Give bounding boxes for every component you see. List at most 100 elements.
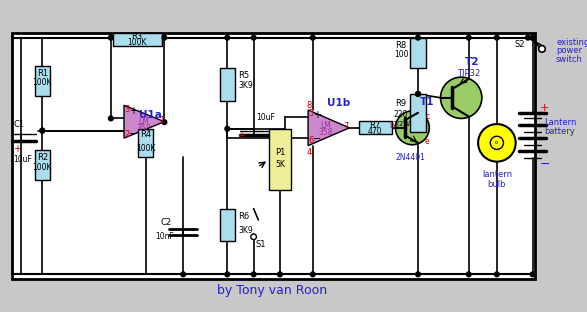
Text: T1: T1 (420, 96, 434, 106)
Polygon shape (308, 110, 349, 146)
Bar (220, 209, 235, 241)
Text: 5: 5 (308, 109, 313, 118)
Text: 8: 8 (306, 101, 312, 110)
Circle shape (251, 272, 256, 277)
Circle shape (40, 128, 45, 133)
Text: battery: battery (544, 127, 575, 136)
Text: R5: R5 (238, 71, 249, 80)
Circle shape (530, 272, 535, 277)
Circle shape (311, 272, 315, 277)
Text: P1: P1 (275, 148, 285, 157)
Text: 100K: 100K (32, 163, 52, 172)
Text: 1: 1 (159, 116, 164, 125)
Text: bulb: bulb (488, 180, 506, 189)
Text: existing: existing (556, 38, 587, 47)
Bar (269, 129, 291, 190)
Circle shape (162, 35, 167, 40)
Circle shape (416, 272, 420, 277)
Circle shape (162, 120, 167, 124)
Circle shape (466, 272, 471, 277)
Circle shape (478, 124, 515, 162)
Circle shape (278, 272, 282, 277)
Text: Lantern: Lantern (544, 118, 576, 127)
Text: 10uF: 10uF (257, 113, 275, 122)
Text: TIP32: TIP32 (457, 69, 480, 78)
Text: 2N4401: 2N4401 (396, 154, 426, 162)
Text: 2: 2 (124, 130, 129, 139)
Circle shape (396, 111, 429, 145)
Text: U1a: U1a (139, 110, 162, 120)
Text: 220: 220 (394, 110, 409, 119)
Polygon shape (124, 105, 164, 138)
Bar (12, 33, 535, 279)
Circle shape (525, 35, 530, 40)
Bar (410, 38, 426, 68)
Circle shape (225, 35, 230, 40)
Circle shape (311, 35, 315, 40)
Text: switch: switch (556, 55, 583, 64)
Text: o: o (495, 140, 498, 145)
Circle shape (181, 272, 185, 277)
Text: R4: R4 (140, 130, 151, 139)
Text: C1: C1 (13, 119, 24, 129)
Bar (138, 129, 153, 157)
Circle shape (251, 35, 256, 40)
Text: 3K9: 3K9 (238, 226, 254, 235)
Text: 100K: 100K (32, 78, 52, 87)
Text: +: + (129, 106, 137, 116)
Circle shape (440, 77, 482, 119)
Text: 5K: 5K (275, 160, 285, 169)
Text: 3: 3 (124, 105, 130, 115)
Circle shape (466, 35, 471, 40)
Circle shape (109, 116, 113, 121)
Text: S2: S2 (515, 40, 525, 49)
Text: 10uF: 10uF (13, 155, 32, 164)
Circle shape (539, 46, 545, 52)
Text: +: + (13, 144, 21, 154)
Bar (220, 68, 235, 100)
Text: S1: S1 (256, 240, 266, 249)
Text: 10nF: 10nF (155, 232, 174, 241)
Circle shape (225, 126, 230, 131)
Text: R2: R2 (37, 154, 48, 162)
Circle shape (40, 128, 45, 133)
Text: +: + (237, 131, 245, 141)
Text: 470: 470 (367, 127, 382, 136)
Text: R9: R9 (396, 99, 407, 108)
Bar (35, 150, 50, 180)
Text: 4: 4 (306, 148, 312, 157)
Text: lantern: lantern (482, 170, 512, 179)
Text: C2: C2 (161, 218, 172, 227)
Circle shape (251, 234, 257, 240)
Text: −: − (313, 134, 322, 144)
Text: +: + (540, 103, 549, 113)
Bar (113, 33, 163, 46)
Text: −: − (129, 129, 137, 139)
Text: R6: R6 (238, 212, 250, 221)
Bar (410, 94, 426, 132)
Text: e: e (425, 137, 430, 146)
Circle shape (530, 35, 535, 40)
Circle shape (416, 92, 420, 96)
Text: 6: 6 (308, 136, 313, 145)
Text: LM: LM (139, 117, 149, 126)
Circle shape (416, 92, 420, 96)
Text: 1/2W: 1/2W (392, 121, 410, 127)
Circle shape (494, 272, 499, 277)
Text: 358: 358 (136, 124, 151, 133)
Text: R7: R7 (369, 120, 380, 129)
Text: 358: 358 (319, 128, 333, 137)
Text: b: b (389, 121, 394, 130)
Circle shape (109, 35, 113, 40)
Text: LM: LM (321, 120, 332, 129)
Text: 7: 7 (343, 122, 348, 131)
Text: power: power (556, 46, 582, 55)
Text: 3K9: 3K9 (238, 81, 254, 90)
Text: +: + (313, 110, 322, 120)
Text: 100K: 100K (127, 38, 147, 47)
Text: R1: R1 (37, 69, 48, 78)
Text: by Tony van Roon: by Tony van Roon (217, 284, 328, 297)
Text: −: − (540, 158, 551, 171)
Circle shape (494, 35, 499, 40)
Text: 100K: 100K (136, 144, 156, 153)
